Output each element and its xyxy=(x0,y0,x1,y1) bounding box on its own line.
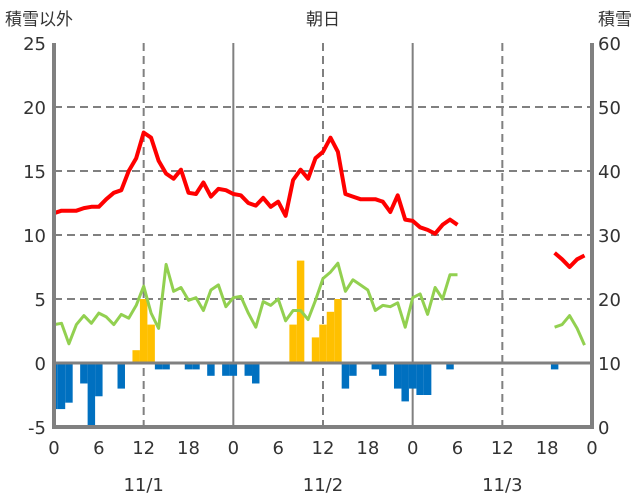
y-tick-right: 10 xyxy=(598,354,621,375)
orange-bar xyxy=(289,324,297,363)
date-label: 11/1 xyxy=(123,475,163,496)
y-tick-right: 40 xyxy=(598,162,621,183)
blue-bar xyxy=(80,363,88,384)
x-tick-label: 12 xyxy=(132,438,155,459)
blue-bar xyxy=(95,363,103,397)
y-tick-right: 0 xyxy=(598,418,609,439)
blue-bar xyxy=(222,363,230,376)
blue-bar xyxy=(65,363,73,403)
left-axis-title: 積雪以外 xyxy=(5,10,73,30)
y-tick-right: 30 xyxy=(598,226,621,247)
x-tick-label: 6 xyxy=(452,438,463,459)
orange-bar xyxy=(326,311,335,363)
blue-bar xyxy=(446,363,454,370)
orange-bar xyxy=(334,299,342,363)
red-line xyxy=(53,130,586,269)
y-tick-left: 10 xyxy=(23,226,46,247)
blue-bar xyxy=(117,363,125,389)
blue-bar xyxy=(252,363,260,384)
orange-bar xyxy=(139,299,148,363)
blue-bar xyxy=(393,363,402,389)
y-tick-right: 20 xyxy=(598,290,621,311)
orange-bar xyxy=(319,324,327,363)
blue-bar xyxy=(192,363,200,370)
blue-bar xyxy=(341,363,350,389)
orange-bar xyxy=(311,337,320,363)
y-tick-left: -5 xyxy=(28,418,46,439)
blue-bar xyxy=(371,363,380,370)
y-tick-right: 60 xyxy=(598,34,621,55)
blue-bar xyxy=(57,363,66,410)
x-tick-label: 0 xyxy=(407,438,418,459)
y-tick-left: 25 xyxy=(23,34,46,55)
chart-title: 朝日 xyxy=(306,10,340,30)
blue-bar xyxy=(379,363,387,376)
blue-bar xyxy=(244,363,253,376)
x-tick-label: 12 xyxy=(312,438,335,459)
x-tick-label: 6 xyxy=(93,438,104,459)
blue-bar xyxy=(207,363,215,376)
blue-bar xyxy=(229,363,238,376)
x-tick-label: 12 xyxy=(491,438,514,459)
x-tick-label: 18 xyxy=(536,438,559,459)
blue-bar xyxy=(416,363,424,395)
right-axis-title: 積雪 xyxy=(598,10,632,30)
blue-bar xyxy=(154,363,163,370)
date-label: 11/2 xyxy=(303,475,343,496)
green-line xyxy=(53,261,586,346)
y-tick-left: 20 xyxy=(23,98,46,119)
x-tick-label: 18 xyxy=(177,438,200,459)
blue-bar xyxy=(162,363,170,370)
orange-bar xyxy=(132,350,140,363)
x-tick-label: 18 xyxy=(356,438,379,459)
blue-bar xyxy=(87,363,96,427)
y-tick-right: 50 xyxy=(598,98,621,119)
x-tick-label: 0 xyxy=(228,438,239,459)
x-tick-label: 6 xyxy=(272,438,283,459)
blue-bar xyxy=(408,363,417,389)
blue-bar xyxy=(401,363,409,402)
x-tick-label: 0 xyxy=(48,438,59,459)
blue-bar xyxy=(423,363,432,395)
blue-bar xyxy=(184,363,193,370)
blue-bar xyxy=(550,363,559,370)
blue-bar xyxy=(349,363,357,376)
y-tick-left: 15 xyxy=(23,162,46,183)
date-label: 11/3 xyxy=(482,475,522,496)
y-tick-left: 0 xyxy=(35,354,46,375)
x-tick-label: 0 xyxy=(586,438,597,459)
orange-bar xyxy=(147,324,155,363)
y-tick-left: 5 xyxy=(35,290,46,311)
